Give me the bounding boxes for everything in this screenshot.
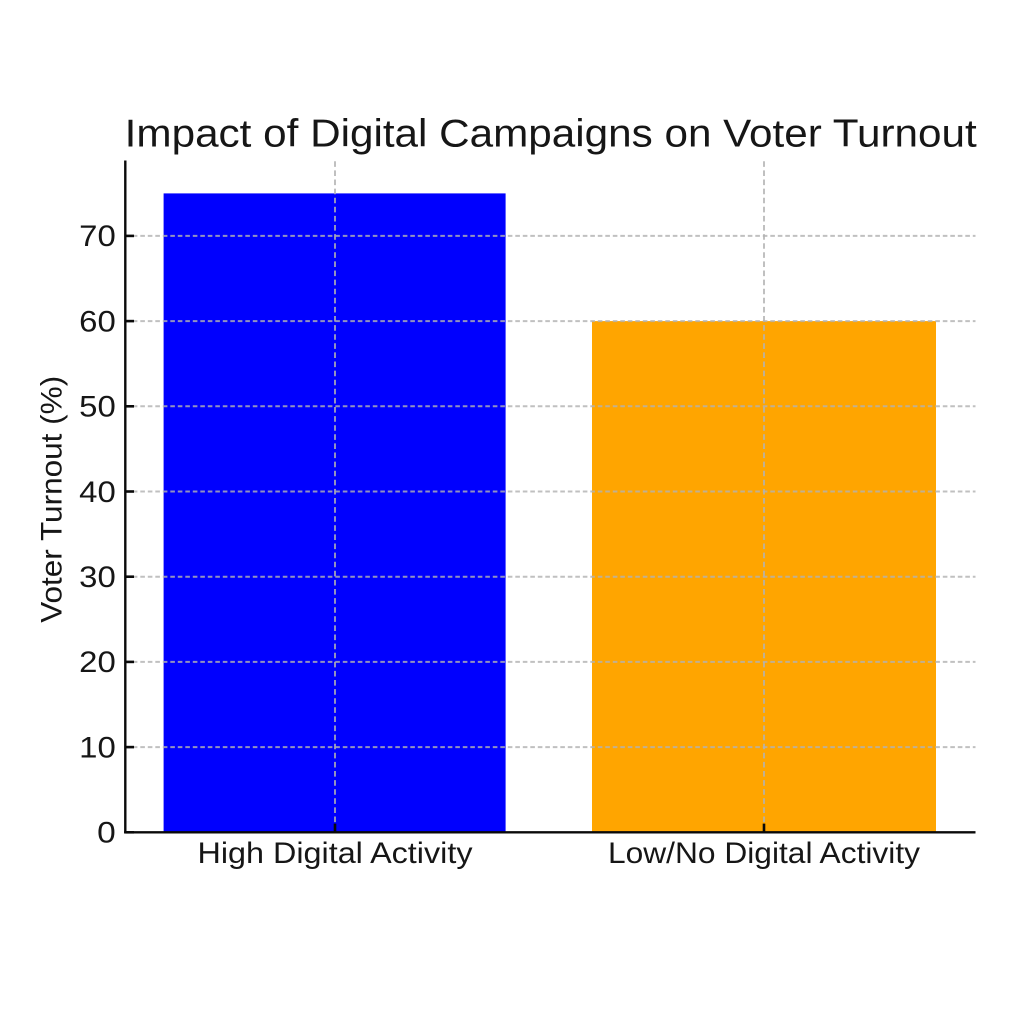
svg-text:60: 60: [79, 305, 116, 338]
svg-text:70: 70: [79, 220, 116, 253]
svg-text:High Digital Activity: High Digital Activity: [198, 837, 473, 870]
svg-text:0: 0: [97, 817, 116, 850]
svg-text:50: 50: [79, 391, 116, 424]
svg-text:40: 40: [79, 476, 116, 509]
svg-text:10: 10: [79, 731, 116, 764]
svg-text:Voter Turnout (%): Voter Turnout (%): [35, 376, 68, 623]
svg-text:Impact of Digital Campaigns on: Impact of Digital Campaigns on Voter Tur…: [125, 112, 977, 156]
svg-text:30: 30: [79, 561, 116, 594]
svg-text:Low/No Digital Activity: Low/No Digital Activity: [608, 837, 920, 870]
svg-text:20: 20: [79, 646, 116, 679]
